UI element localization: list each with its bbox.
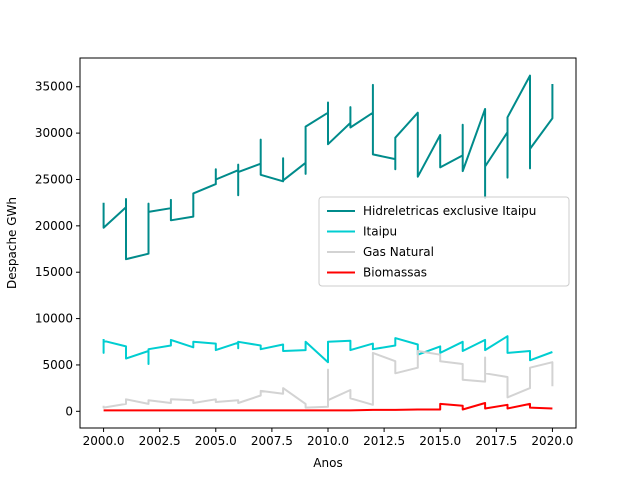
x-tick-label: 2007.5 bbox=[251, 434, 293, 448]
legend: Hidreletricas exclusive Itaipu Itaipu Gas … bbox=[318, 196, 570, 287]
legend-label: Itaipu bbox=[363, 225, 397, 239]
x-tick-label: 2020.0 bbox=[531, 434, 573, 448]
x-tick-label: 2010.0 bbox=[307, 434, 349, 448]
series-line-2 bbox=[102, 335, 553, 365]
series-layer bbox=[102, 74, 554, 412]
x-tick-label: 2002.5 bbox=[139, 434, 181, 448]
x-tick-label: 2005.0 bbox=[195, 434, 237, 448]
legend-box bbox=[318, 196, 570, 287]
y-tick-label: 25000 bbox=[35, 172, 73, 186]
y-tick-label: 15000 bbox=[35, 265, 73, 279]
x-tick-label: 2015.0 bbox=[419, 434, 461, 448]
x-axis-label: Anos bbox=[313, 456, 342, 470]
series-line-1 bbox=[102, 74, 554, 261]
y-tick-label: 20000 bbox=[35, 219, 73, 233]
y-axis: 0 5000 10000 15000 20000 25000 30000 35000 bbox=[35, 80, 80, 418]
series-line-3 bbox=[102, 350, 554, 409]
x-tick-label: 2012.5 bbox=[363, 434, 405, 448]
x-tick-label: 2000.0 bbox=[83, 434, 125, 448]
x-axis: 2000.0 2002.5 2005.0 2007.5 2010.0 2012.5 2015… bbox=[83, 428, 573, 448]
x-tick-label: 2017.5 bbox=[475, 434, 517, 448]
y-tick-label: 30000 bbox=[35, 126, 73, 140]
series-line-4 bbox=[103, 402, 553, 412]
legend-label: Hidreletricas exclusive Itaipu bbox=[363, 204, 536, 218]
y-tick-label: 35000 bbox=[35, 80, 73, 94]
y-tick-label: 0 bbox=[65, 404, 73, 418]
y-axis-label: Despache GWh bbox=[5, 197, 19, 289]
y-tick-label: 10000 bbox=[35, 312, 73, 326]
legend-label: Biomassas bbox=[363, 266, 427, 280]
legend-label: Gas Natural bbox=[363, 245, 434, 259]
y-tick-label: 5000 bbox=[42, 358, 73, 372]
